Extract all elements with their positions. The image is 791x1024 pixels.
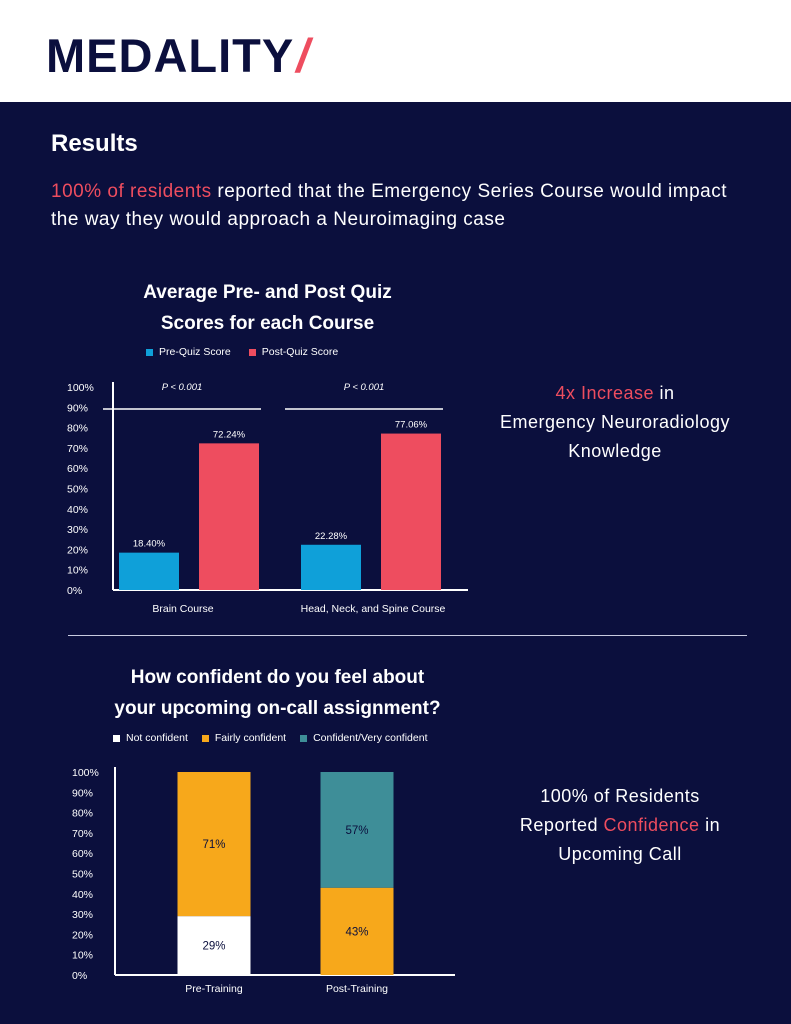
y-tick-label: 10% — [67, 565, 88, 577]
legend-confident: Confident/Very confident — [300, 732, 428, 744]
legend-swatch-fairly — [201, 734, 209, 742]
bar — [199, 443, 259, 590]
chart2-svg: 0% 10% 20% 30% 40% 50% 60% 70% 80% 90% 100% 29% 71% P… — [72, 767, 455, 995]
y-tick-label: 30% — [72, 909, 93, 921]
intro-highlight: 100% of residents — [51, 181, 212, 202]
legend-label-confident: Confident/Very confident — [313, 732, 428, 744]
legend-label-post: Post-Quiz Score — [261, 346, 339, 358]
intro-text: 100% of residents reported that the Emer… — [51, 178, 751, 234]
significance-label: P < 0.001 — [344, 382, 385, 393]
y-tick-label: 50% — [72, 869, 93, 881]
legend-post-quiz: Post-Quiz Score — [248, 346, 339, 358]
x-tick-label: Post-Training — [326, 983, 388, 995]
stat-confidence-line2: Reported Confidence in — [470, 811, 770, 840]
stat-confidence: 100% of Residents Reported Confidence in… — [470, 782, 770, 869]
stat-confidence-highlight: Confidence — [603, 815, 700, 835]
legend-swatch-post — [248, 348, 256, 356]
bar — [381, 433, 441, 590]
data-label: 71% — [202, 839, 225, 851]
data-label: 57% — [345, 825, 368, 837]
intro-rest: reported that the Emergency Series Cours… — [51, 181, 727, 230]
y-tick-label: 80% — [67, 423, 88, 435]
chart1-title: Average Pre- and Post Quiz Scores for ea… — [105, 277, 430, 339]
chart1-svg: 0% 10% 20% 30% 40% 50% 60% 70% 80% 90% 100% 18.40% 7… — [67, 382, 468, 615]
medality-logo: MEDALITY/ — [46, 29, 311, 82]
stat-confidence-line1: 100% of Residents — [540, 786, 700, 806]
stacked-bar-segment — [320, 887, 394, 975]
x-tick-label: Brain Course — [152, 603, 213, 615]
legend-pre-quiz: Pre-Quiz Score — [146, 346, 231, 358]
legend-swatch-pre — [146, 348, 153, 356]
y-tick-label: 50% — [67, 484, 88, 496]
y-tick-label: 90% — [67, 402, 88, 414]
legend-label-fairly: Fairly confident — [214, 732, 287, 744]
y-tick-label: 0% — [67, 585, 82, 597]
chart2-title-line1: How confident do you feel about — [130, 667, 425, 688]
y-tick-label: 60% — [67, 463, 88, 475]
y-tick-label: 90% — [72, 787, 93, 799]
y-tick-label: 60% — [72, 848, 93, 860]
significance-label: P < 0.001 — [162, 382, 203, 393]
y-tick-label: 70% — [67, 443, 88, 455]
chart2-legend: Not confident Fairly confident Confident… — [113, 732, 428, 744]
stacked-bar-segment — [320, 772, 394, 888]
results-title: Results — [51, 130, 138, 157]
x-tick-label: Head, Neck, and Spine Course — [301, 603, 446, 615]
y-tick-label: 40% — [67, 504, 88, 516]
stat-increase: 4x Increase in Emergency Neuroradiology … — [470, 379, 760, 466]
stat-confidence-line3: Upcoming Call — [558, 844, 682, 864]
data-label: 77.06% — [395, 420, 428, 431]
y-tick-label: 30% — [67, 524, 88, 536]
legend-swatch-confident — [300, 734, 308, 742]
y-tick-label: 40% — [72, 889, 93, 901]
data-label: 72.24% — [213, 429, 246, 440]
data-label: 29% — [202, 941, 225, 953]
chart1-title-line1: Average Pre- and Post Quiz — [143, 282, 392, 303]
stat-increase-line1: 4x Increase in — [470, 379, 760, 408]
y-tick-label: 70% — [72, 828, 93, 840]
stacked-bar-segment — [177, 772, 251, 917]
y-tick-label: 20% — [72, 929, 93, 941]
data-label: 43% — [345, 926, 368, 938]
stat-increase-line3: Knowledge — [568, 441, 662, 461]
bar — [119, 552, 179, 590]
data-label: 22.28% — [315, 531, 348, 542]
chart1-legend: Pre-Quiz Score Post-Quiz Score — [146, 346, 338, 358]
chart1-title-line2: Scores for each Course — [160, 313, 375, 334]
legend-not-confident: Not confident — [113, 732, 188, 744]
stacked-bar-segment — [177, 916, 251, 975]
section-divider — [68, 635, 747, 636]
stat-confidence-line2-post: in — [699, 815, 721, 835]
legend-label-not: Not confident — [126, 732, 188, 744]
y-tick-label: 100% — [72, 767, 99, 779]
legend-label-pre: Pre-Quiz Score — [159, 346, 231, 358]
y-tick-label: 10% — [72, 950, 93, 962]
chart2-title-line2: your upcoming on-call assignment? — [114, 698, 441, 719]
data-label: 18.40% — [133, 539, 166, 550]
y-tick-label: 80% — [72, 808, 93, 820]
stat-increase-line2: Emergency Neuroradiology — [499, 412, 731, 432]
stat-increase-highlight: 4x Increase — [555, 383, 655, 403]
legend-fairly-confident: Fairly confident — [201, 732, 287, 744]
y-tick-label: 20% — [67, 544, 88, 556]
header: MEDALITY/ — [0, 0, 791, 102]
y-tick-label: 100% — [67, 382, 94, 394]
bar — [301, 544, 361, 590]
legend-swatch-not — [113, 734, 120, 742]
y-tick-label: 0% — [72, 970, 87, 982]
stat-confidence-line2-pre: Reported — [519, 815, 604, 835]
x-tick-label: Pre-Training — [185, 983, 243, 995]
chart2-title: How confident do you feel about your upc… — [85, 662, 470, 724]
stat-increase-line1-rest: in — [654, 383, 675, 403]
